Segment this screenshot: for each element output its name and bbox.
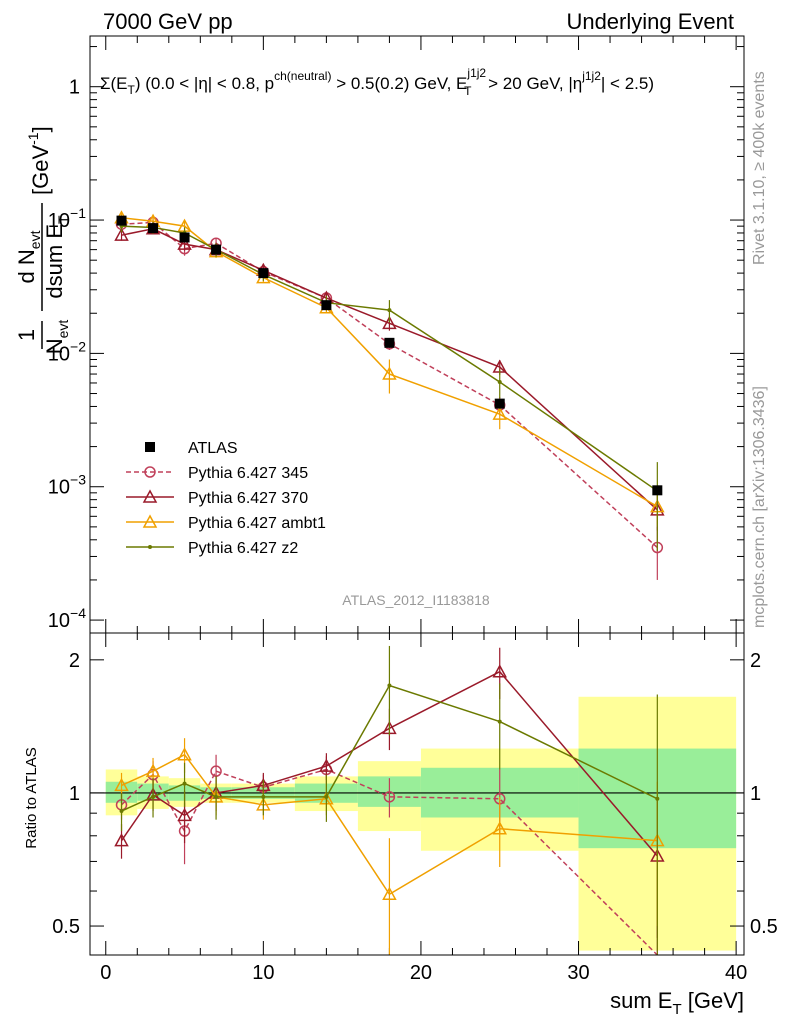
legend: ATLAS Pythia 6.427 345 Pythia 6.427 370 Pyt… (126, 440, 326, 557)
ratio-point (655, 796, 660, 801)
ylabel-dsum: dsum ET (42, 215, 71, 299)
ratio-point (151, 794, 156, 799)
legend-marker (144, 466, 156, 478)
x-tick-label: 20 (410, 962, 432, 984)
title-sigma: Σ(E (100, 74, 128, 93)
data-point (387, 308, 392, 313)
rivet-label: Rivet 3.1.10, ≥ 400k events (751, 71, 768, 265)
title-rest4: | < 2.5) (601, 74, 654, 93)
x-tick-label: 10 (252, 962, 274, 984)
atlas-data-point (179, 232, 190, 243)
ratio-point (324, 794, 329, 799)
atlas-data-point (258, 268, 269, 279)
ratio-point (114, 777, 129, 792)
ratio-tick-label-left: 2 (69, 650, 80, 672)
y-tick-label: 10−2 (48, 338, 86, 365)
title-sub2: T (464, 84, 472, 98)
atlas-data-point (652, 485, 663, 496)
ratio-point (492, 664, 507, 678)
y-tick-label: 10−4 (48, 605, 86, 632)
ratio-point (210, 765, 222, 777)
ylabel-dn: d Nevt (14, 230, 43, 283)
ratio-point (382, 886, 397, 901)
header-right: Underlying Event (566, 9, 734, 34)
ratio-point (119, 809, 124, 814)
analysis-watermark: ATLAS_2012_I1183818 (342, 592, 490, 608)
ratio-tick-label-right: 0.5 (750, 916, 778, 938)
x-tick-label: 30 (567, 962, 589, 984)
title-rest2: > 0.5(0.2) GeV, E (331, 74, 467, 93)
ratio-point (261, 794, 266, 799)
ratio-tick-label-left: 1 (69, 783, 80, 805)
legend-label: ATLAS (188, 440, 238, 457)
ratio-point (387, 683, 392, 688)
atlas-data-point (211, 244, 222, 255)
atlas-data-point (148, 223, 159, 234)
ratio-point (177, 747, 192, 761)
title-rest3: > 20 GeV, |η (483, 74, 582, 93)
title-sup1: ch(neutral) (274, 69, 331, 83)
atlas-data-point (321, 300, 332, 311)
ratio-point (177, 807, 192, 822)
ratio-tick-label-right: 1 (750, 783, 761, 805)
x-tick-label: 40 (725, 962, 747, 984)
ratio-point (497, 719, 502, 724)
chart-title: Σ(ET) (0.0 < |η| < 0.8, pch(neutral) > 0… (100, 66, 654, 98)
title-rest1: ) (0.0 < |η| < 0.8, p (135, 74, 274, 93)
data-point (382, 315, 397, 330)
legend-marker (142, 514, 158, 528)
legend-marker (145, 442, 155, 452)
legend-marker (148, 545, 152, 549)
legend-label: Pythia 6.427 ambt1 (188, 515, 326, 532)
data-point (497, 380, 502, 385)
data-point (114, 227, 129, 241)
axis-ticks: 0 10 20 30 40 1 10−1 10−2 10−3 10−4 0.5 0.5 1 1 2 2 (48, 36, 778, 984)
title-sup3: j1j2 (581, 69, 601, 83)
main-y-axis-label: 1 Nevt d Nevt dsum ET [GeV-1] (14, 126, 71, 354)
header-left: 7000 GeV pp (103, 9, 233, 34)
ratio-point (214, 794, 219, 799)
ratio-point (492, 821, 507, 835)
y-tick-label: 10−1 (48, 205, 86, 232)
y-tick-label: 10−3 (48, 472, 86, 499)
data-point (492, 406, 507, 420)
atlas-data-point (116, 215, 127, 226)
x-tick-label: 0 (100, 962, 111, 984)
ratio-y-axis-label: Ratio to ATLAS (23, 747, 40, 848)
ratio-plot-frame (89, 632, 745, 956)
legend-marker (142, 489, 158, 503)
ratio-tick-label-right: 2 (750, 650, 761, 672)
data-point (177, 236, 192, 250)
legend-label: Pythia 6.427 345 (188, 465, 308, 482)
ratio-point (182, 781, 187, 786)
ratio-point (114, 833, 129, 847)
title-sup2: j1j2 (466, 66, 486, 80)
series-layer (114, 210, 665, 580)
ratio-tick-label-left: 0.5 (52, 916, 80, 938)
ratio-point (145, 763, 161, 777)
ratio-point (383, 791, 396, 803)
atlas-data-point (494, 398, 505, 409)
ylabel-one: 1 (14, 329, 39, 341)
title-sub1: T (128, 83, 136, 97)
ratio-series-layer (114, 645, 665, 956)
legend-label: Pythia 6.427 z2 (188, 540, 298, 557)
x-axis-label: sum ET [GeV] (610, 988, 744, 1018)
atlas-data-point (384, 337, 395, 348)
ylabel-n: Nevt (42, 320, 71, 355)
y-tick-label: 1 (69, 77, 80, 99)
ratio-point (319, 758, 334, 772)
mcplots-label: mcplots.cern.ch [arXiv:1306.3436] (751, 386, 768, 628)
ylabel-unit: [GeV-1] (25, 126, 53, 195)
data-point (382, 366, 397, 380)
legend-label: Pythia 6.427 370 (188, 490, 308, 507)
